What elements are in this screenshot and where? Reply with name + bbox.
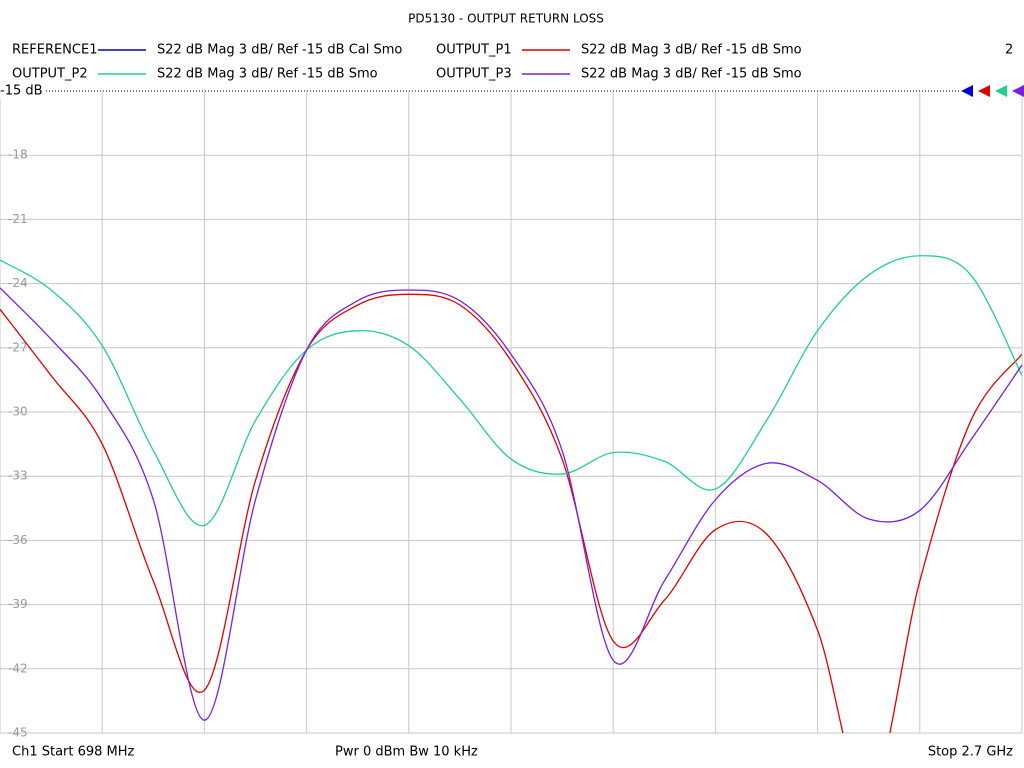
chart-title: PD5130 - OUTPUT RETURN LOSS [408,12,604,26]
legend-description: S22 dB Mag 3 dB/ Ref -15 dB Cal Smo [157,43,402,58]
legend-description: S22 dB Mag 3 dB/ Ref -15 dB Smo [581,43,802,58]
reference-label: -15 dB [0,84,43,99]
y-tick-label: -33 [8,469,28,483]
trace-marker [961,85,973,97]
trace-marker [978,85,990,97]
trace [0,255,1022,527]
ref-label-bg [0,83,44,98]
channel-number: 2 [1005,43,1013,58]
y-tick-label: -27 [8,340,28,354]
y-tick-label: -21 [8,212,28,226]
legend-name: OUTPUT_P3 [436,67,512,82]
y-tick-label: -39 [8,597,28,611]
footer-start: Ch1 Start 698 MHz [12,745,135,760]
trace [0,293,1022,733]
legend-name: OUTPUT_P1 [436,43,512,58]
legend-description: S22 dB Mag 3 dB/ Ref -15 dB Smo [581,67,802,82]
trace-marker [995,85,1007,97]
legend-description: S22 dB Mag 3 dB/ Ref -15 dB Smo [157,67,378,82]
trace [0,287,1022,721]
legend-name: REFERENCE1 [12,43,97,58]
y-tick-label: -24 [8,276,28,290]
y-tick-label: -18 [8,148,28,162]
legend-name: OUTPUT_P2 [12,67,88,82]
footer-stop: Stop 2.7 GHz [928,745,1013,760]
trace-marker [1012,85,1024,97]
footer-power: Pwr 0 dBm Bw 10 kHz [335,745,478,760]
y-tick-label: -42 [8,661,28,675]
y-tick-label: -45 [8,726,28,740]
y-tick-label: -30 [8,405,28,419]
y-tick-label: -36 [8,533,28,547]
